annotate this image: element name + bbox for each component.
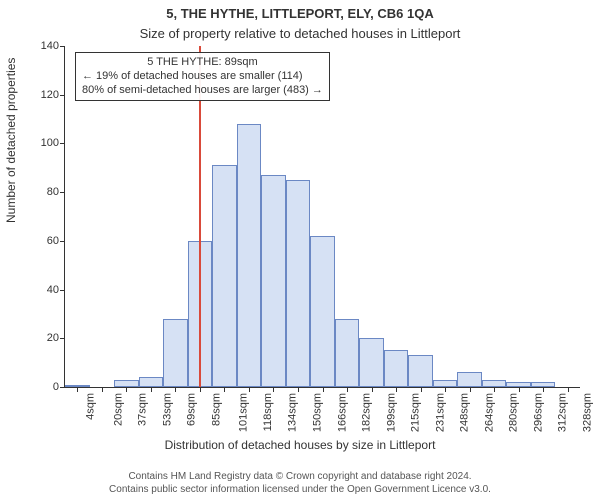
x-tick-label: 166sqm (336, 393, 348, 432)
chart-title-description: Size of property relative to detached ho… (0, 26, 600, 41)
y-tick-mark (60, 95, 65, 96)
x-tick-label: 134sqm (287, 393, 299, 432)
x-tick-label: 312sqm (557, 393, 569, 432)
y-tick-mark (60, 241, 65, 242)
x-tick-mark (273, 387, 274, 392)
histogram-bar (335, 319, 360, 387)
y-tick-mark (60, 290, 65, 291)
y-tick-mark (60, 338, 65, 339)
x-tick-mark (543, 387, 544, 392)
annotation-line: ← 19% of detached houses are smaller (11… (82, 70, 323, 84)
histogram-bar (261, 175, 286, 387)
histogram-bar (359, 338, 384, 387)
histogram-bar (286, 180, 311, 387)
x-tick-mark (298, 387, 299, 392)
x-tick-label: 280sqm (508, 393, 520, 432)
x-tick-label: 118sqm (262, 393, 274, 431)
x-axis-label: Distribution of detached houses by size … (0, 438, 600, 452)
x-tick-mark (249, 387, 250, 392)
x-tick-label: 248sqm (459, 393, 471, 432)
footer-line-1: Contains HM Land Registry data © Crown c… (0, 471, 600, 484)
annotation-line: 80% of semi-detached houses are larger (… (82, 84, 323, 98)
plot-area: 0204060801001201404sqm20sqm37sqm53sqm69s… (64, 46, 580, 388)
histogram-bar (457, 372, 482, 387)
x-tick-mark (323, 387, 324, 392)
x-tick-label: 328sqm (581, 393, 593, 432)
x-tick-label: 264sqm (483, 393, 495, 432)
y-tick-mark (60, 46, 65, 47)
chart-container: 5, THE HYTHE, LITTLEPORT, ELY, CB6 1QA S… (0, 0, 600, 500)
x-tick-label: 182sqm (361, 393, 373, 432)
histogram-bar (237, 124, 262, 387)
x-tick-mark (396, 387, 397, 392)
y-tick-mark (60, 387, 65, 388)
y-tick-label: 60 (23, 235, 59, 247)
histogram-bar (482, 380, 507, 387)
x-tick-mark (421, 387, 422, 392)
annotation-box: 5 THE HYTHE: 89sqm← 19% of detached hous… (75, 52, 330, 101)
y-tick-label: 0 (23, 381, 59, 393)
y-tick-label: 100 (23, 137, 59, 149)
x-tick-mark (445, 387, 446, 392)
x-tick-mark (568, 387, 569, 392)
x-tick-label: 215sqm (410, 393, 422, 432)
y-tick-label: 20 (23, 332, 59, 344)
x-tick-mark (200, 387, 201, 392)
histogram-bar (139, 377, 164, 387)
footer-attribution: Contains HM Land Registry data © Crown c… (0, 471, 600, 496)
x-tick-label: 199sqm (385, 393, 397, 432)
x-tick-mark (126, 387, 127, 392)
histogram-bar (310, 236, 335, 387)
y-tick-mark (60, 143, 65, 144)
x-tick-mark (175, 387, 176, 392)
x-tick-label: 85sqm (210, 393, 222, 426)
histogram-bar (212, 165, 237, 387)
x-tick-mark (519, 387, 520, 392)
x-tick-label: 231sqm (434, 393, 446, 432)
y-tick-label: 120 (23, 89, 59, 101)
x-tick-label: 69sqm (186, 393, 198, 426)
y-tick-label: 40 (23, 284, 59, 296)
histogram-bar (163, 319, 188, 387)
y-axis-label: Number of detached properties (4, 58, 18, 223)
y-tick-mark (60, 192, 65, 193)
annotation-line: 5 THE HYTHE: 89sqm (82, 56, 323, 70)
x-tick-label: 101sqm (238, 393, 250, 432)
histogram-bar (408, 355, 433, 387)
x-tick-label: 296sqm (532, 393, 544, 432)
x-tick-mark (347, 387, 348, 392)
x-tick-mark (151, 387, 152, 392)
chart-title-address: 5, THE HYTHE, LITTLEPORT, ELY, CB6 1QA (0, 6, 600, 21)
x-tick-mark (372, 387, 373, 392)
histogram-bar (114, 380, 139, 387)
y-tick-label: 140 (23, 40, 59, 52)
x-tick-label: 20sqm (112, 393, 124, 426)
y-tick-label: 80 (23, 186, 59, 198)
x-tick-mark (470, 387, 471, 392)
x-tick-mark (494, 387, 495, 392)
x-tick-label: 37sqm (137, 393, 149, 426)
histogram-bar (384, 350, 409, 387)
x-tick-label: 53sqm (161, 393, 173, 426)
footer-line-2: Contains public sector information licen… (0, 484, 600, 497)
x-tick-label: 4sqm (85, 393, 97, 420)
x-tick-mark (224, 387, 225, 392)
histogram-bar (433, 380, 458, 387)
x-tick-label: 150sqm (312, 393, 324, 432)
x-tick-mark (77, 387, 78, 392)
x-tick-mark (102, 387, 103, 392)
